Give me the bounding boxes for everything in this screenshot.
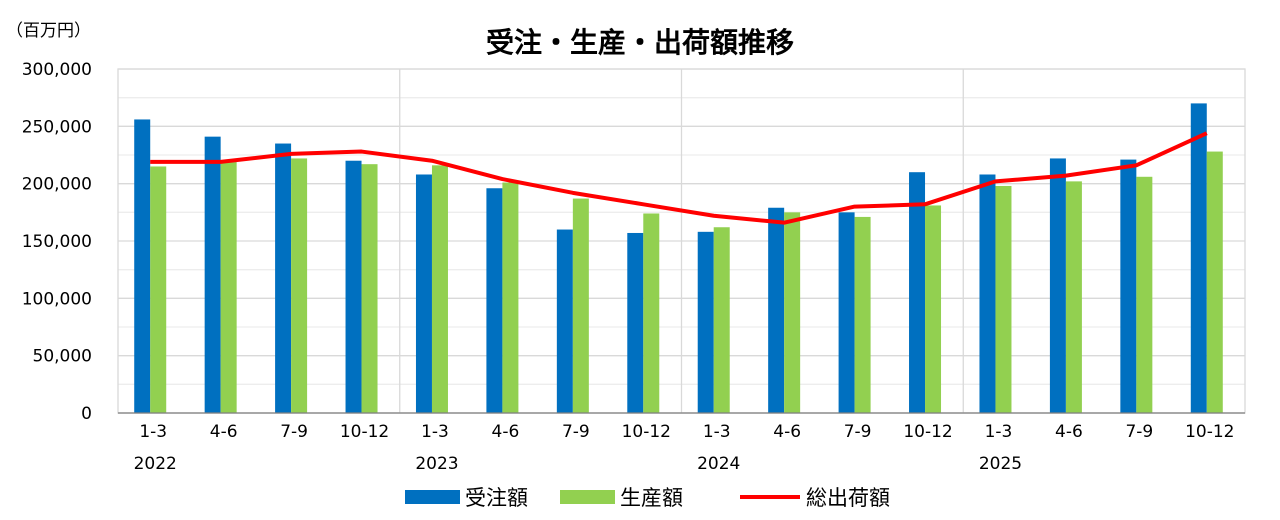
- legend-swatch: [405, 490, 460, 504]
- x-tick-label: 10-12: [340, 422, 389, 442]
- bar-production: [291, 158, 307, 413]
- x-tick-label: 1-3: [421, 422, 449, 442]
- bar-production: [995, 186, 1011, 413]
- x-tick-label: 10-12: [903, 422, 952, 442]
- y-tick-label: 50,000: [33, 347, 92, 367]
- y-tick-label: 150,000: [22, 232, 92, 252]
- legend-label: 生産額: [620, 486, 683, 510]
- bar-orders: [909, 172, 925, 413]
- x-tick-label: 4-6: [773, 422, 801, 442]
- bar-production: [1207, 152, 1223, 413]
- y-tick-label: 300,000: [22, 60, 92, 80]
- bar-orders: [205, 137, 221, 413]
- bar-orders: [768, 208, 784, 413]
- bar-orders: [486, 188, 502, 413]
- bar-production: [1136, 177, 1152, 413]
- bar-production: [362, 164, 378, 413]
- bar-orders: [1120, 160, 1136, 413]
- bar-orders: [1050, 158, 1066, 413]
- legend-label: 総出荷額: [806, 486, 890, 510]
- legend-swatch: [560, 490, 615, 504]
- bar-production: [925, 205, 941, 413]
- x-tick-label: 7-9: [1125, 422, 1153, 442]
- bar-production: [714, 227, 730, 413]
- unit-label: （百万円）: [6, 21, 91, 41]
- bar-orders: [557, 230, 573, 413]
- x-tick-label: 1-3: [703, 422, 731, 442]
- line-shipments: [150, 133, 1207, 222]
- bar-orders: [416, 174, 432, 413]
- bar-production: [573, 199, 589, 413]
- x-tick-label: 10-12: [1185, 422, 1234, 442]
- y-tick-label: 100,000: [22, 289, 92, 309]
- legend-label: 受注額: [465, 486, 528, 510]
- bar-production: [1066, 181, 1082, 413]
- bar-orders: [698, 232, 714, 413]
- x-tick-label: 10-12: [622, 422, 671, 442]
- x-tick-label: 1-3: [139, 422, 167, 442]
- bar-orders: [134, 119, 150, 413]
- x-tick-label: 4-6: [492, 422, 520, 442]
- x-tick-label: 4-6: [1055, 422, 1083, 442]
- year-label: 2024: [697, 454, 740, 474]
- bars: [134, 103, 1223, 413]
- bar-orders: [979, 174, 995, 413]
- bar-production: [502, 183, 518, 413]
- x-tick-label: 7-9: [844, 422, 872, 442]
- bar-production: [643, 213, 659, 413]
- x-tick-label: 4-6: [210, 422, 238, 442]
- bar-production: [432, 165, 448, 413]
- year-label: 2023: [415, 454, 458, 474]
- bar-orders: [839, 212, 855, 413]
- bar-production: [221, 162, 237, 413]
- y-tick-label: 250,000: [22, 117, 92, 137]
- bar-production: [855, 217, 871, 413]
- y-tick-label: 0: [81, 404, 92, 424]
- bar-orders: [275, 144, 291, 413]
- chart-title: 受注・生産・出荷額推移: [486, 26, 794, 59]
- bar-orders: [627, 233, 643, 413]
- bar-orders: [1191, 103, 1207, 413]
- legend: 受注額 生産額 総出荷額: [405, 486, 890, 510]
- x-tick-label: 1-3: [985, 422, 1013, 442]
- bar-orders: [346, 161, 362, 413]
- bar-production: [150, 166, 166, 413]
- y-tick-label: 200,000: [22, 175, 92, 195]
- year-label: 2025: [979, 454, 1022, 474]
- line-series: [150, 133, 1207, 223]
- x-tick-label: 7-9: [280, 422, 308, 442]
- year-label: 2022: [134, 454, 177, 474]
- bar-production: [784, 212, 800, 413]
- x-tick-label: 7-9: [562, 422, 590, 442]
